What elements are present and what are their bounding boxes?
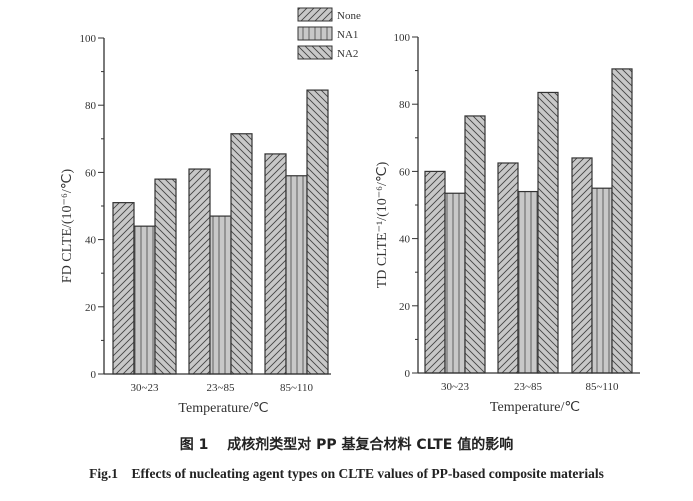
x-axis-title: Temperature/℃ bbox=[178, 401, 268, 416]
x-tick-label: 30~23 bbox=[131, 382, 159, 394]
y-tick-label: 40 bbox=[399, 234, 411, 246]
bar-na1-1 bbox=[209, 215, 232, 375]
y-tick-label: 80 bbox=[85, 100, 97, 112]
legend-swatch bbox=[297, 26, 333, 41]
bar-none-0 bbox=[424, 170, 446, 374]
y-axis-title: TD CLTE⁻¹/(10⁻⁶/℃) bbox=[375, 161, 390, 288]
bar-none-2 bbox=[571, 157, 593, 374]
x-tick-label: 30~23 bbox=[441, 381, 469, 393]
x-axis-title: Temperature/℃ bbox=[490, 400, 580, 415]
caption-english: Fig.1 Effects of nucleating agent types … bbox=[89, 466, 604, 481]
bar-na1-2 bbox=[591, 187, 613, 374]
bar-none-1 bbox=[188, 168, 211, 375]
legend-label: NA2 bbox=[337, 48, 358, 60]
bar-na2-0 bbox=[154, 178, 177, 375]
bar-na1-2 bbox=[285, 175, 308, 375]
bar-na2-0 bbox=[464, 115, 486, 374]
y-tick-label: 0 bbox=[405, 368, 411, 380]
y-tick-label: 40 bbox=[85, 235, 97, 247]
bars bbox=[112, 89, 329, 375]
legend-item-na2: NA2 bbox=[297, 45, 358, 60]
bar-na1-1 bbox=[517, 190, 539, 374]
legend: None NA1 NA2 bbox=[297, 7, 361, 60]
bar-none-2 bbox=[264, 153, 287, 375]
bar-na1-0 bbox=[444, 192, 466, 374]
caption-chinese: 图 1 成核剂类型对 PP 基复合材料 CLTE 值的影响 bbox=[179, 437, 514, 453]
x-tick-label: 85~110 bbox=[280, 382, 314, 394]
bar-none-0 bbox=[112, 202, 135, 375]
bars bbox=[424, 68, 633, 374]
y-tick-label: 0 bbox=[91, 369, 97, 381]
x-tick-label: 85~110 bbox=[585, 381, 619, 393]
bar-na2-2 bbox=[306, 89, 329, 375]
y-tick-label: 60 bbox=[85, 167, 97, 179]
bar-na1-0 bbox=[133, 225, 156, 375]
legend-label: NA1 bbox=[337, 29, 358, 41]
legend-label: None bbox=[337, 10, 361, 22]
y-axis-title: FD CLTE/(10⁻⁶/℃) bbox=[60, 169, 75, 284]
x-tick-label: 23~85 bbox=[514, 381, 542, 393]
y-tick-label: 100 bbox=[394, 32, 411, 44]
bar-na2-1 bbox=[230, 133, 253, 375]
bar-none-1 bbox=[497, 162, 519, 374]
legend-item-none: None bbox=[297, 7, 361, 22]
x-tick-label: 23~85 bbox=[207, 382, 235, 394]
y-tick-label: 80 bbox=[399, 99, 411, 111]
y-tick-label: 60 bbox=[399, 166, 411, 178]
y-tick-label: 20 bbox=[85, 302, 97, 314]
bar-na2-1 bbox=[537, 91, 559, 374]
y-tick-label: 20 bbox=[399, 301, 411, 313]
bar-na2-2 bbox=[611, 68, 633, 374]
y-tick-label: 100 bbox=[80, 33, 97, 45]
legend-swatch bbox=[297, 45, 333, 60]
right-chart: 0 20 40 60 80 100 30~23 23~85 85~110 Temperature/… bbox=[375, 32, 640, 415]
legend-item-na1: NA1 bbox=[297, 26, 358, 41]
left-chart: 0 20 40 60 80 100 30~23 23~85 85~110 Temperature/… bbox=[60, 33, 331, 416]
legend-swatch bbox=[297, 7, 333, 22]
